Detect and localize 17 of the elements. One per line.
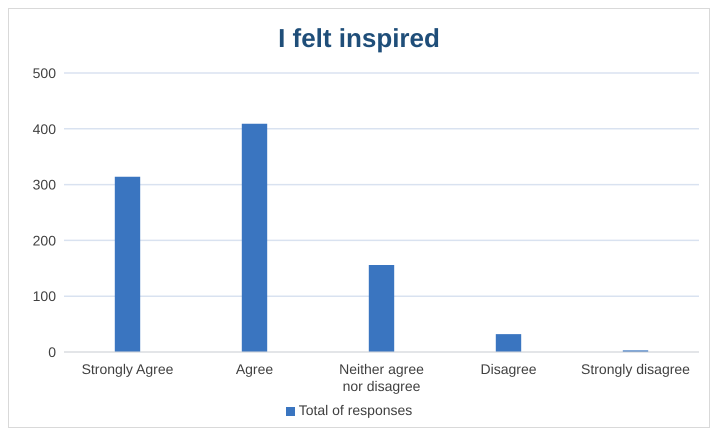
bar [242, 124, 268, 352]
y-tick-label: 200 [32, 232, 56, 248]
chart-title: I felt inspired [277, 23, 441, 55]
y-tick-label: 500 [32, 64, 56, 81]
x-tick-label: Strongly disagree [581, 361, 690, 377]
x-tick-label: Disagree [480, 361, 537, 377]
bar [496, 334, 522, 352]
x-tick-label: Neither agree nor disagree [339, 361, 424, 394]
y-tick-label: 100 [32, 288, 56, 304]
y-tick-label: 0 [48, 344, 56, 360]
x-tick-label: Agree [236, 361, 274, 377]
x-tick-label: Strongly Agree [82, 361, 174, 377]
bar [368, 264, 394, 352]
y-tick-label: 300 [32, 176, 56, 193]
bar [114, 176, 140, 352]
y-tick-label: 400 [32, 120, 56, 137]
legend-label: Total of responses [298, 402, 412, 418]
